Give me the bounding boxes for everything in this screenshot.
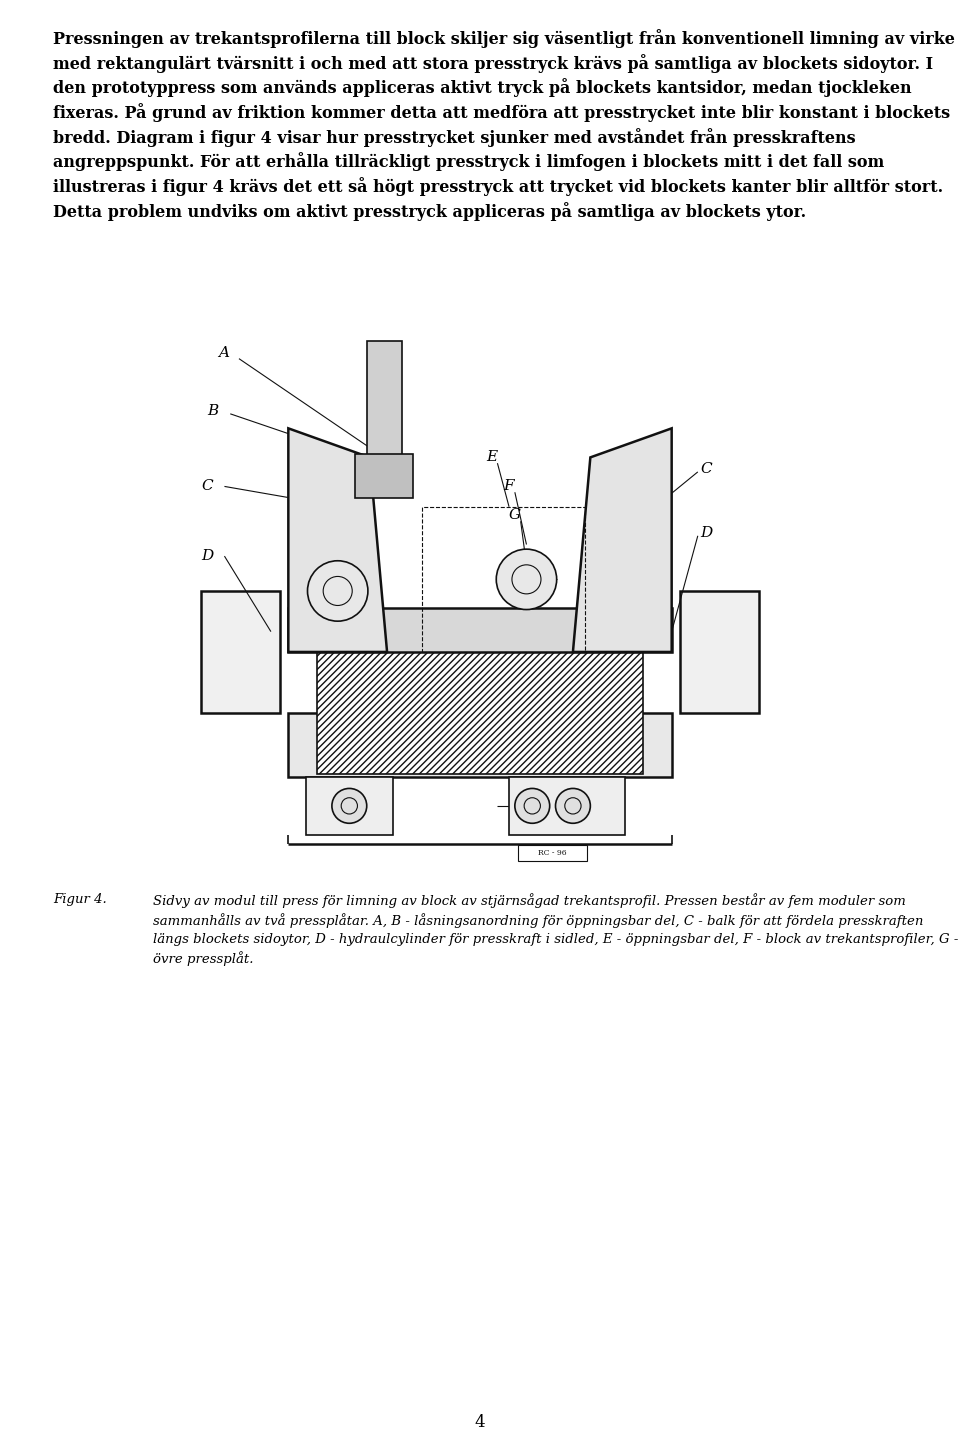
Circle shape <box>332 788 367 823</box>
Polygon shape <box>288 713 672 777</box>
Text: D: D <box>701 526 713 540</box>
Text: G: G <box>509 508 521 523</box>
Circle shape <box>556 788 590 823</box>
Text: D: D <box>202 549 213 563</box>
Text: B: B <box>207 404 218 418</box>
Text: 4: 4 <box>474 1414 486 1430</box>
Circle shape <box>307 560 368 621</box>
Bar <box>517 845 588 861</box>
Text: Pressningen av trekantsprofilerna till block skiljer sig väsentligt från konvent: Pressningen av trekantsprofilerna till b… <box>53 29 954 221</box>
Polygon shape <box>573 428 672 652</box>
Text: Sidvy av modul till press för limning av block av stjärnsågad trekantsprofil. Pr: Sidvy av modul till press för limning av… <box>153 893 958 966</box>
Circle shape <box>496 549 557 610</box>
Circle shape <box>515 788 550 823</box>
Polygon shape <box>288 428 387 652</box>
Text: E: E <box>486 450 497 465</box>
Bar <box>355 454 413 498</box>
Text: C: C <box>701 462 712 476</box>
Bar <box>422 507 585 652</box>
Polygon shape <box>288 608 672 652</box>
Bar <box>367 341 401 457</box>
Text: RC - 96: RC - 96 <box>539 849 567 857</box>
Polygon shape <box>318 652 642 774</box>
Text: F: F <box>503 479 514 494</box>
Text: C: C <box>202 479 213 494</box>
Polygon shape <box>202 591 279 713</box>
Text: A: A <box>219 346 229 360</box>
Polygon shape <box>681 591 758 713</box>
Text: Figur 4.: Figur 4. <box>53 893 107 906</box>
Polygon shape <box>509 777 625 835</box>
Polygon shape <box>305 777 393 835</box>
